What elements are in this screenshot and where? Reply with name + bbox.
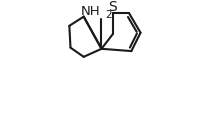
Text: NH: NH xyxy=(80,5,100,18)
Text: S: S xyxy=(108,0,117,14)
Text: 2: 2 xyxy=(105,10,112,20)
